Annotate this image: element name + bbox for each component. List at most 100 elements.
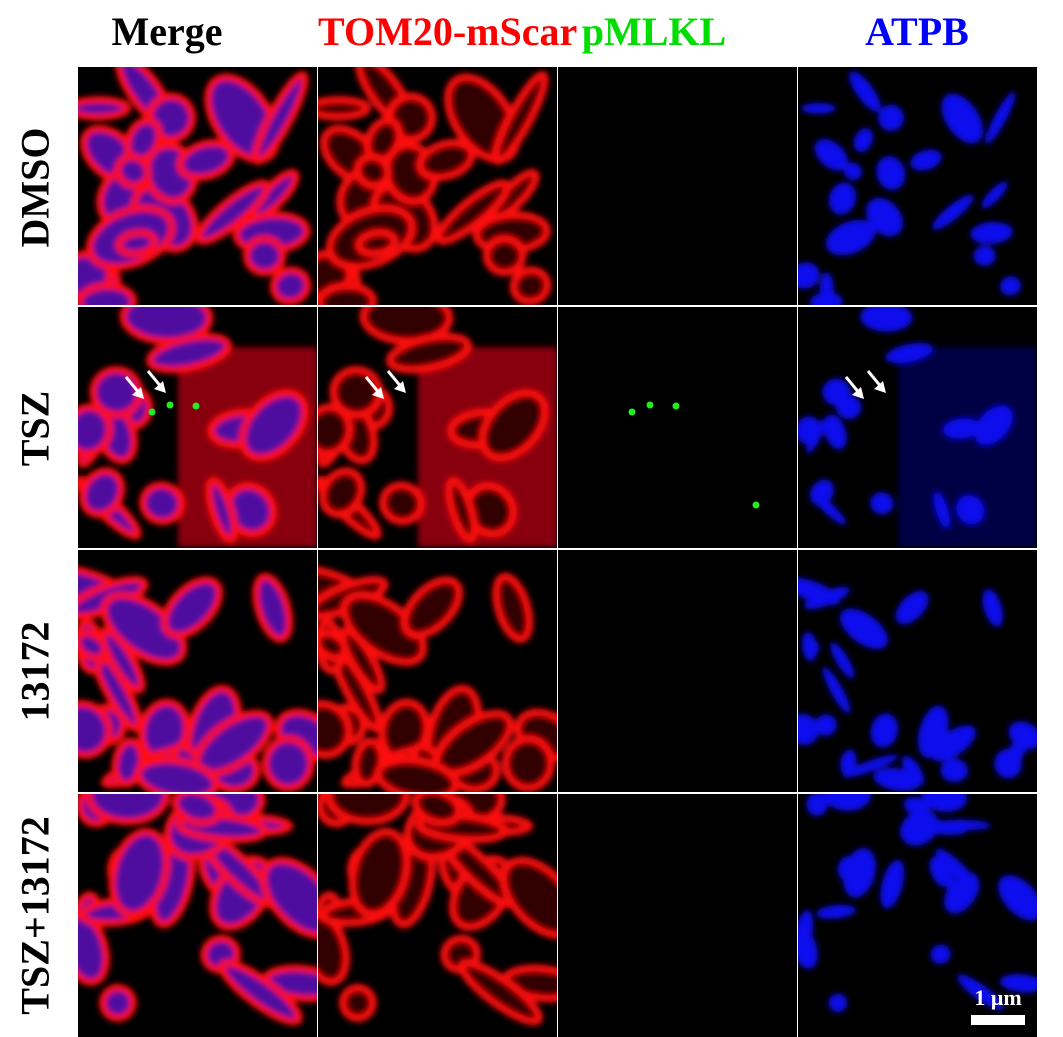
mitochondrion [798,713,819,746]
mitochondrion [492,572,534,643]
mitochondrion [957,974,1004,1011]
mitochondrion [339,626,386,694]
mitochondrion [340,591,428,667]
mitochondrion [843,162,862,181]
mitochondrion [943,418,981,439]
mitochondrion [78,700,113,759]
row-header-tsz-13172: TSZ+13172 [12,816,58,1015]
mitochondrion [401,576,464,639]
mitochondrion [318,467,366,518]
mitochondrion [482,235,527,277]
mitochondrion [1000,276,1021,296]
mitochondrion [910,149,942,171]
mitochondrion [931,725,976,762]
mitochondrion [114,153,152,190]
mitochondrion [809,292,843,305]
mitochondrion [359,307,454,345]
mitochondrion [822,667,851,714]
panel-tsz-atpb [798,307,1037,548]
panel-13172-tom20 [318,550,557,792]
mitochondrion [810,479,834,506]
mitochondrion [849,71,881,112]
mitochondrion [355,229,399,258]
mitochondrion [828,182,857,215]
mitochondrion [940,758,968,783]
panel-13172-merge [78,550,317,792]
mitochondrion [822,378,851,406]
panel-tsz-13172-tom20 [318,794,557,1037]
mitochondrion [348,827,411,918]
mitochondrion [385,332,472,374]
mitochondrion [119,307,214,345]
panel-13172-pmlkl [558,550,797,792]
mitochondrion [935,848,980,891]
mitochondrion [802,638,820,654]
mitochondrion [870,492,894,515]
mitochondrion [78,467,126,518]
mitochondrion [973,245,996,266]
mitochondrion [205,477,239,543]
mitochondrion [194,179,271,245]
mitochondrion [873,767,921,792]
mitochondrion [798,262,820,289]
mitochondrion [238,389,309,462]
column-header-merge: Merge [111,9,223,54]
mitochondrion [501,735,555,792]
panel-tsz-13172-pmlkl [558,794,797,1037]
mitochondrion [903,796,931,817]
mitochondrion [379,481,425,526]
mitochondrion [815,714,837,736]
mitochondrion [329,366,384,419]
white-arrow-icon [844,376,864,399]
mitochondrion [801,103,836,114]
mitochondrion [242,235,287,277]
mitochondrion [846,236,868,250]
mitochondrion [259,856,317,939]
row-header-13172: 13172 [12,621,58,722]
mitochondrion [814,139,848,171]
mitochondrion [880,859,905,909]
mitochondrion [974,405,1013,445]
panel-tsz-merge [78,307,317,548]
mitochondrion [491,71,549,166]
mitochondrion [318,403,354,458]
mitochondrion [921,794,968,812]
mitochondrion [843,847,876,898]
mitochondrion [970,222,1014,244]
panel-dmso-pmlkl [558,67,797,305]
mitochondrion [458,959,543,1026]
scale-bar-label: 1 μm [974,985,1022,1010]
mitochondrion [1008,721,1037,750]
mitochondrion [478,389,549,462]
mitochondrion [823,414,847,450]
mitochondrion [171,794,223,827]
mitochondrion [798,928,818,969]
mitochondrion [98,983,137,1022]
column-header-pmlkl: pMLKL [581,9,727,54]
mitochondrion [798,416,822,445]
panel-tsz-pmlkl [558,307,797,548]
pmlkl-punctum [752,501,760,509]
mitochondrion [878,104,904,132]
panel-tsz-13172-atpb: 1 μm [798,794,1037,1037]
mitochondrion [842,754,899,778]
mitochondrion [870,713,899,748]
mitochondrion [982,588,1003,627]
mitochondrion [941,93,983,144]
mitochondrion [885,342,933,364]
mitochondrion [100,591,188,667]
mitochondrion [115,229,159,258]
white-arrow-icon [386,370,406,393]
panel-dmso-merge [78,67,317,305]
mitochondrion [509,266,552,305]
mitochondrion [981,181,1008,209]
mitochondrion [860,307,913,332]
mitochondrion [434,179,511,245]
row-header-dmso: DMSO [12,127,58,247]
mitochondrion [78,629,109,662]
scale-bar: 1 μm [971,985,1025,1025]
mitochondrion [354,153,392,190]
mitochondrion [318,700,353,759]
mitochondrion [338,983,377,1022]
mitochondrion [108,827,171,918]
